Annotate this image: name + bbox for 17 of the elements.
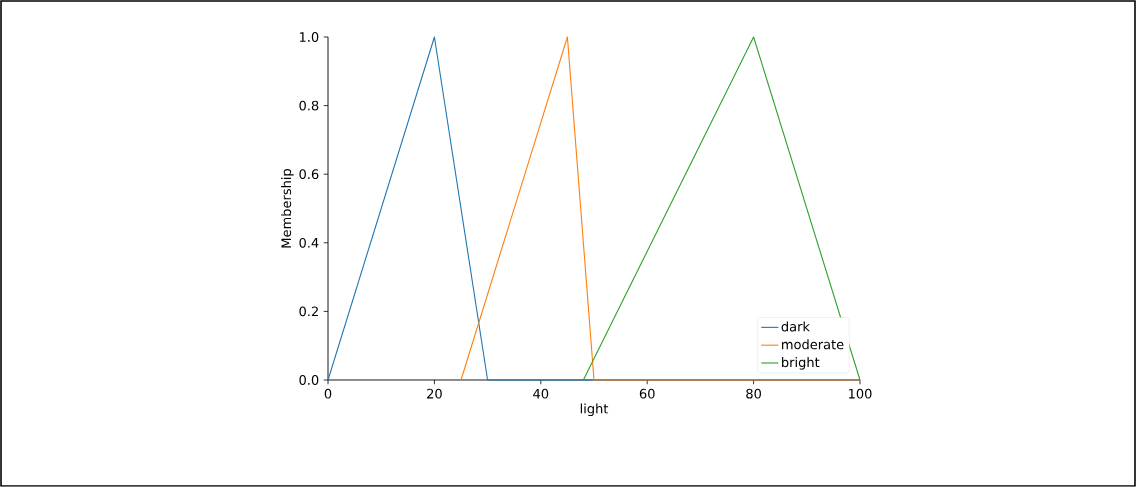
y-axis-title: Membership bbox=[281, 169, 294, 248]
legend-label: bright bbox=[782, 357, 820, 370]
x-tick-label: 40 bbox=[533, 388, 549, 399]
x-tick-label: 100 bbox=[849, 388, 872, 399]
y-tick-label: 0.8 bbox=[299, 100, 319, 111]
y-tick-label: 0.4 bbox=[299, 237, 319, 248]
legend-label: dark bbox=[781, 321, 810, 332]
x-tick-label: 0 bbox=[324, 388, 332, 399]
x-tick-label: 20 bbox=[427, 388, 442, 399]
y-tick-label: 0.0 bbox=[299, 375, 319, 385]
x-tick-label: 80 bbox=[746, 388, 761, 399]
y-tick-label: 1.0 bbox=[299, 32, 319, 42]
y-tick-label: 0.2 bbox=[299, 306, 318, 317]
legend-label: moderate bbox=[782, 339, 844, 350]
x-tick-label: 60 bbox=[639, 388, 655, 399]
x-axis-title: light bbox=[580, 403, 609, 417]
y-tick-label: 0.6 bbox=[299, 169, 319, 180]
